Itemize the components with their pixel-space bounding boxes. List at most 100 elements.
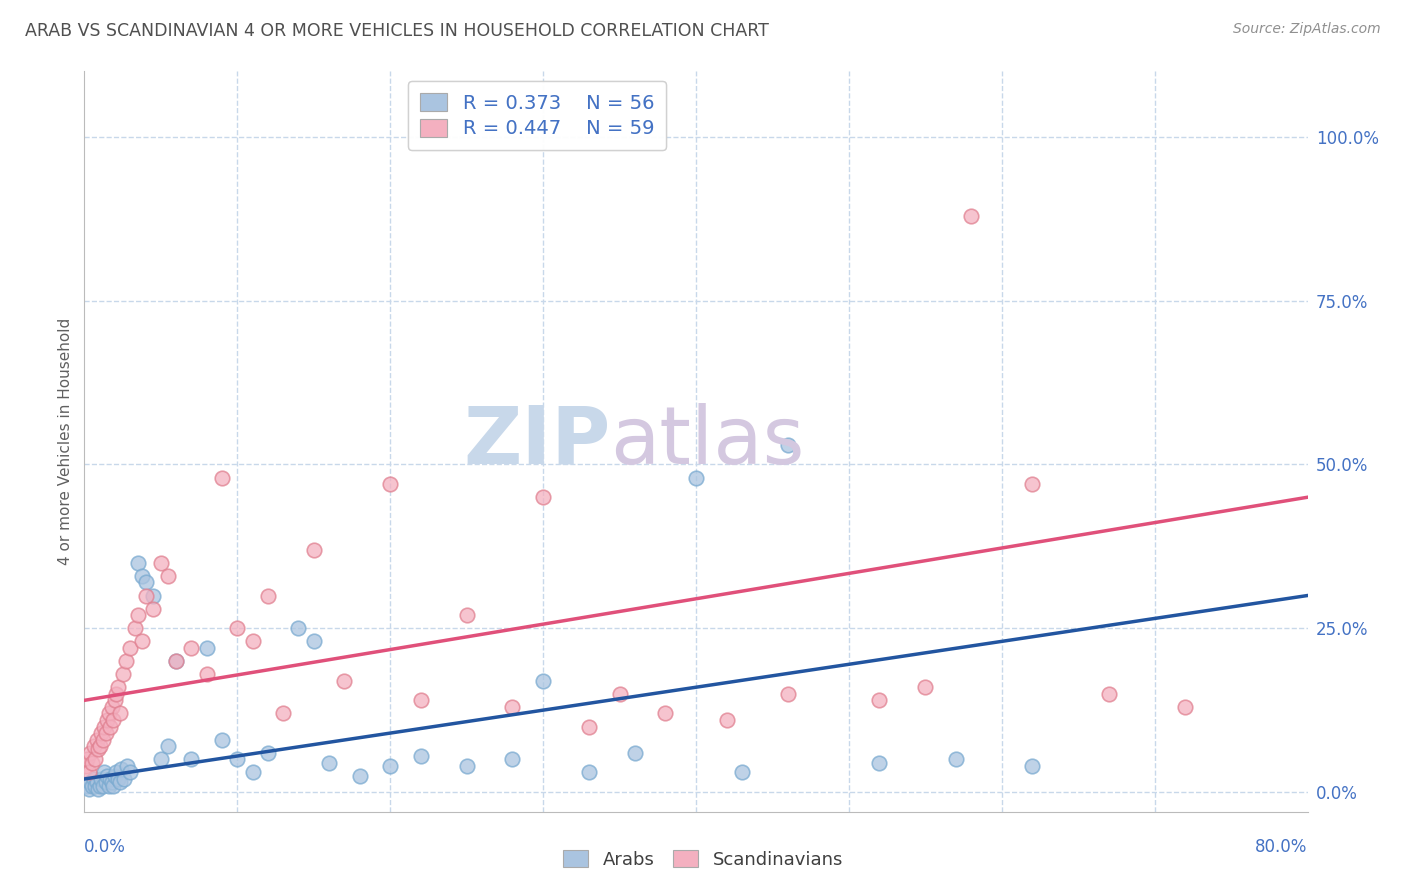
Point [94, 775, 117, 789]
Point [578, 765, 600, 780]
Point [242, 634, 264, 648]
Point [131, 569, 153, 583]
Point [456, 759, 478, 773]
Point [502, 752, 524, 766]
Point [1174, 699, 1197, 714]
Point [242, 765, 264, 780]
Point [77, 781, 100, 796]
Point [108, 775, 131, 789]
Point [89, 779, 111, 793]
Point [318, 756, 340, 770]
Point [624, 746, 647, 760]
Point [83, 739, 105, 754]
Point [211, 470, 233, 484]
Point [96, 713, 118, 727]
Point [142, 589, 165, 603]
Point [97, 706, 120, 721]
Point [83, 772, 105, 786]
Point [127, 556, 149, 570]
Point [115, 759, 138, 773]
Point [960, 209, 983, 223]
Point [97, 779, 120, 793]
Point [131, 634, 153, 648]
Point [75, 759, 97, 773]
Point [302, 542, 325, 557]
Point [914, 680, 936, 694]
Point [180, 752, 202, 766]
Point [84, 752, 107, 766]
Point [195, 667, 218, 681]
Point [103, 779, 125, 793]
Point [76, 752, 98, 766]
Point [91, 779, 114, 793]
Point [226, 752, 249, 766]
Point [380, 477, 402, 491]
Point [195, 640, 218, 655]
Point [776, 687, 799, 701]
Point [226, 621, 249, 635]
Point [380, 759, 402, 773]
Point [105, 687, 128, 701]
Text: ZIP: ZIP [463, 402, 610, 481]
Point [94, 726, 117, 740]
Point [91, 732, 114, 747]
Point [107, 772, 129, 786]
Point [107, 680, 129, 694]
Point [716, 713, 738, 727]
Point [502, 699, 524, 714]
Point [180, 640, 202, 655]
Point [77, 765, 100, 780]
Point [271, 706, 294, 721]
Point [98, 720, 121, 734]
Point [654, 706, 676, 721]
Point [90, 772, 112, 786]
Text: 0.0%: 0.0% [84, 838, 127, 856]
Point [112, 772, 135, 786]
Text: Source: ZipAtlas.com: Source: ZipAtlas.com [1233, 22, 1381, 37]
Text: 80.0%: 80.0% [1256, 838, 1308, 856]
Point [76, 779, 98, 793]
Point [165, 654, 187, 668]
Text: ARAB VS SCANDINAVIAN 4 OR MORE VEHICLES IN HOUSEHOLD CORRELATION CHART: ARAB VS SCANDINAVIAN 4 OR MORE VEHICLES … [25, 22, 769, 40]
Point [157, 569, 180, 583]
Point [609, 687, 631, 701]
Point [108, 706, 131, 721]
Point [149, 556, 172, 570]
Point [578, 720, 600, 734]
Point [101, 699, 124, 714]
Point [110, 762, 132, 776]
Point [93, 720, 115, 734]
Point [1021, 759, 1043, 773]
Point [96, 769, 118, 783]
Point [1021, 477, 1043, 491]
Point [869, 693, 891, 707]
Point [409, 693, 432, 707]
Point [302, 634, 325, 648]
Point [776, 438, 799, 452]
Point [105, 765, 128, 780]
Point [287, 621, 309, 635]
Point [120, 765, 142, 780]
Point [79, 746, 101, 760]
Point [80, 779, 103, 793]
Point [257, 589, 280, 603]
Point [87, 742, 110, 756]
Point [135, 589, 157, 603]
Point [945, 752, 967, 766]
Point [87, 781, 110, 796]
Point [142, 601, 165, 615]
Y-axis label: 4 or more Vehicles in Household: 4 or more Vehicles in Household [58, 318, 73, 566]
Point [80, 756, 103, 770]
Point [531, 490, 554, 504]
Point [149, 752, 172, 766]
Text: atlas: atlas [610, 402, 804, 481]
Point [114, 654, 136, 668]
Point [869, 756, 891, 770]
Point [124, 621, 146, 635]
Legend: R = 0.373    N = 56, R = 0.447    N = 59: R = 0.373 N = 56, R = 0.447 N = 59 [408, 81, 666, 150]
Point [104, 693, 127, 707]
Point [1098, 687, 1121, 701]
Point [127, 608, 149, 623]
Point [531, 673, 554, 688]
Point [104, 769, 127, 783]
